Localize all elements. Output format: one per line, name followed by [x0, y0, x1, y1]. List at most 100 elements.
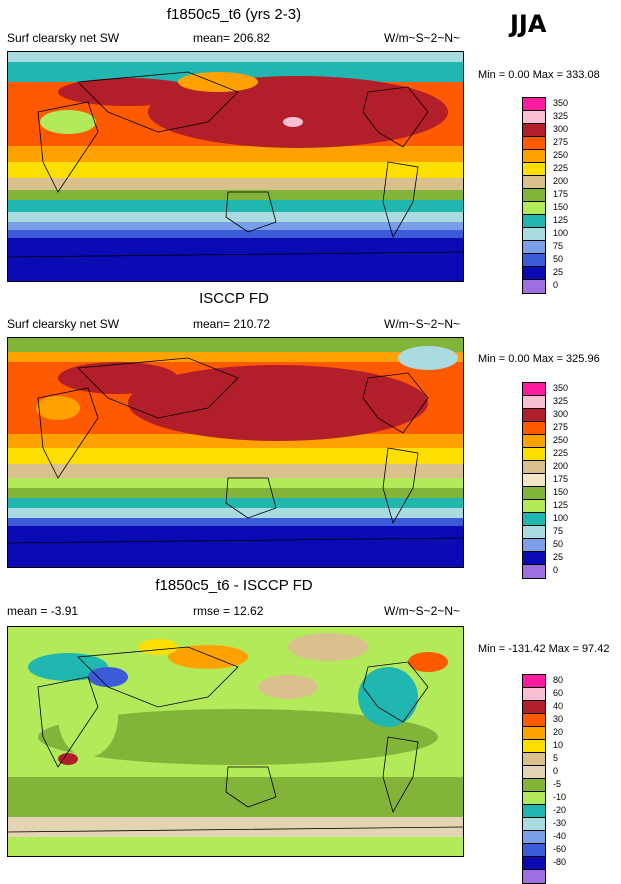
panel1-colorbar-swatch	[523, 215, 545, 228]
panel1-colorbar-swatch	[523, 267, 545, 280]
panel3-mean-label: mean = -3.91	[7, 604, 79, 618]
panel1-colorbar-tick: 225	[553, 163, 569, 173]
panel1-colorbar-tick: 150	[553, 202, 569, 212]
panel2-colorbar-tick: 100	[553, 513, 569, 523]
panel3-colorbar-tick: -40	[553, 831, 567, 841]
panel1-map-field	[8, 52, 463, 281]
panel3-colorbar-tick: 30	[553, 714, 564, 724]
panel2-colorbar-swatch	[523, 526, 545, 539]
panel1-colorbar-tick: 200	[553, 176, 569, 186]
panel2-colorbar-tick: 75	[553, 526, 564, 536]
panel3-colorbar-swatch	[523, 740, 545, 753]
panel3-colorbar-swatch	[523, 844, 545, 857]
panel2-colorbar-tick: 325	[553, 396, 569, 406]
panel2-colorbar-swatch	[523, 422, 545, 435]
panel3-colorbar-tick: -80	[553, 857, 567, 867]
panel3-colorbar-tick: 60	[553, 688, 564, 698]
panel3-colorbar-swatch	[523, 766, 545, 779]
panel3-colorbar-tick: -30	[553, 818, 567, 828]
panel2-colorbar-swatch	[523, 383, 545, 396]
panel3-colorbar-tick: 0	[553, 766, 559, 776]
panel3-map-field	[8, 627, 463, 856]
panel2-colorbar-tick: 0	[553, 565, 559, 575]
panel2-colorbar-tick: 350	[553, 383, 569, 393]
panel2-colorbar-tick: 250	[553, 435, 569, 445]
panel2-colorbar-tick: 150	[553, 487, 569, 497]
panel1-colorbar-swatch	[523, 254, 545, 267]
panel3-colorbar-swatch	[523, 857, 545, 870]
panel3-colorbar-swatch	[523, 688, 545, 701]
panel1-variable-label: Surf clearsky net SW	[7, 31, 120, 45]
panel2-colorbar-swatch	[523, 461, 545, 474]
panel1-colorbar-tick: 275	[553, 137, 569, 147]
panel3-units-label: W/m~S~2~N~	[384, 604, 461, 618]
panel2-colorbar-swatch	[523, 513, 545, 526]
panel2-minmax-label: Min = 0.00 Max = 325.96	[478, 353, 600, 365]
panel1-colorbar-swatch	[523, 98, 545, 111]
panel3-colorbar-tick: 20	[553, 727, 564, 737]
panel3-map	[7, 626, 464, 857]
panel3-colorbar-tick: -60	[553, 844, 567, 854]
panel2-colorbar	[522, 382, 546, 579]
panel1-colorbar-tick: 25	[553, 267, 564, 277]
panel2-colorbar-tick: 125	[553, 500, 569, 510]
panel3-colorbar-swatch	[523, 779, 545, 792]
panel2-colorbar-swatch	[523, 552, 545, 565]
panel1-colorbar-swatch	[523, 280, 545, 293]
panel1-colorbar-swatch	[523, 150, 545, 163]
panel3-colorbar-tick: -10	[553, 792, 567, 802]
panel3-title: f1850c5_t6 - ISCCP FD	[155, 577, 313, 594]
panel2-colorbar-swatch	[523, 435, 545, 448]
panel3-rmse-label: rmse = 12.62	[193, 604, 264, 618]
panel1-colorbar-tick: 250	[553, 150, 569, 160]
panel2-colorbar-tick: 175	[553, 474, 569, 484]
panel2-map-field	[8, 338, 463, 567]
panel2-colorbar-swatch	[523, 474, 545, 487]
panel3-colorbar-swatch	[523, 792, 545, 805]
panel3-colorbar-tick: 80	[553, 675, 564, 685]
panel2-variable-label: Surf clearsky net SW	[7, 317, 120, 331]
panel1-colorbar-swatch	[523, 202, 545, 215]
panel1-title: f1850c5_t6 (yrs 2-3)	[166, 6, 302, 23]
panel3-colorbar-swatch	[523, 727, 545, 740]
panel1-colorbar-tick: 50	[553, 254, 564, 264]
panel2-colorbar-tick: 275	[553, 422, 569, 432]
panel2-colorbar-swatch	[523, 487, 545, 500]
panel3-colorbar-tick: -20	[553, 805, 567, 815]
panel3-colorbar-swatch	[523, 675, 545, 688]
panel1-colorbar-swatch	[523, 137, 545, 150]
panel1-colorbar	[522, 97, 546, 294]
panel2-colorbar-tick: 50	[553, 539, 564, 549]
panel2-colorbar-swatch	[523, 409, 545, 422]
panel2-map	[7, 337, 464, 568]
panel3-colorbar-swatch	[523, 805, 545, 818]
panel2-colorbar-tick: 300	[553, 409, 569, 419]
panel3-minmax-label: Min = -131.42 Max = 97.42	[478, 643, 610, 655]
season-label: JJA	[510, 10, 547, 38]
panel1-colorbar-swatch	[523, 176, 545, 189]
panel2-title: ISCCP FD	[199, 290, 269, 307]
panel2-colorbar-swatch	[523, 500, 545, 513]
panel3-colorbar-swatch	[523, 701, 545, 714]
panel1-colorbar-swatch	[523, 163, 545, 176]
panel1-colorbar-swatch	[523, 228, 545, 241]
panel1-colorbar-tick: 175	[553, 189, 569, 199]
panel2-colorbar-tick: 200	[553, 461, 569, 471]
panel2-colorbar-tick: 25	[553, 552, 564, 562]
panel1-colorbar-swatch	[523, 124, 545, 137]
panel1-colorbar-tick: 325	[553, 111, 569, 121]
panel3-colorbar-tick: 40	[553, 701, 564, 711]
panel3-colorbar-tick: 5	[553, 753, 559, 763]
panel3-colorbar-tick: -5	[553, 779, 562, 789]
panel1-colorbar-swatch	[523, 111, 545, 124]
panel3-colorbar-swatch	[523, 714, 545, 727]
panel3-colorbar-swatch	[523, 818, 545, 831]
panel2-colorbar-tick: 225	[553, 448, 569, 458]
panel3-colorbar-tick: 10	[553, 740, 564, 750]
panel1-colorbar-tick: 300	[553, 124, 569, 134]
panel3-colorbar-swatch	[523, 831, 545, 844]
panel1-units-label: W/m~S~2~N~	[384, 31, 461, 45]
panel1-colorbar-tick: 75	[553, 241, 564, 251]
panel2-units-label: W/m~S~2~N~	[384, 317, 461, 331]
panel1-mean-label: mean= 206.82	[193, 31, 271, 45]
